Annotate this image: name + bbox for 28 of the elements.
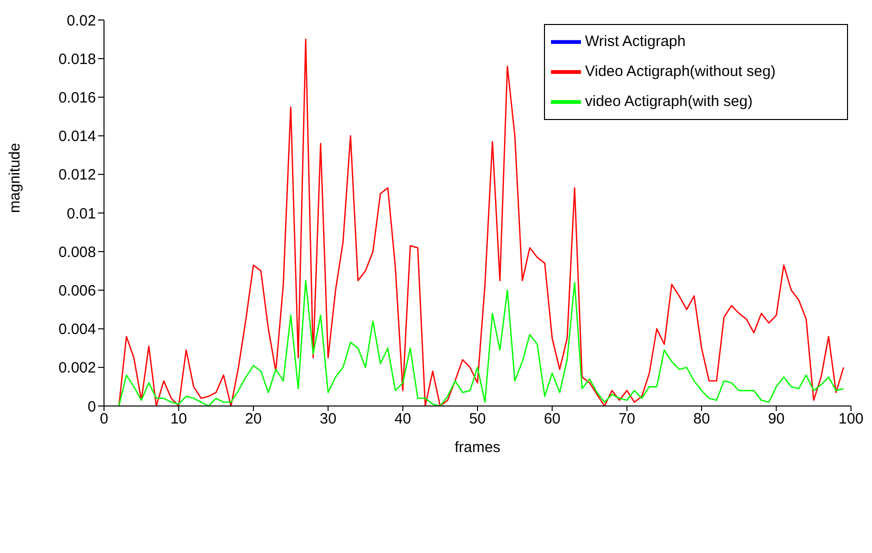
x-tick-label: 0 xyxy=(100,410,108,428)
legend-label: Video Actigraph(without seg) xyxy=(585,62,776,80)
y-tick-label: 0.01 xyxy=(66,205,96,222)
y-axis-title: magnitude xyxy=(6,142,24,213)
x-tick-label: 30 xyxy=(320,410,336,428)
line-series xyxy=(118,280,844,406)
x-tick-label: 100 xyxy=(838,410,864,428)
x-tick-label: 70 xyxy=(618,410,636,428)
y-tick-label: 0.012 xyxy=(58,166,96,184)
x-tick-label: 20 xyxy=(245,410,262,428)
x-tick-label: 80 xyxy=(693,410,710,428)
x-tick-label: 10 xyxy=(170,410,188,428)
x-tick-label: 50 xyxy=(469,410,486,428)
legend-label: video Actigraph(with seg) xyxy=(585,92,753,110)
y-tick-label: 0.002 xyxy=(58,360,96,377)
y-tick-label: 0.006 xyxy=(58,282,96,300)
y-tick-label: 0.004 xyxy=(58,321,96,338)
x-tick-label: 90 xyxy=(768,410,785,428)
y-tick-label: 0.02 xyxy=(66,12,96,30)
x-tick-label: 60 xyxy=(544,410,561,428)
legend-label: Wrist Actigraph xyxy=(585,32,686,50)
x-tick-label: 40 xyxy=(394,410,412,428)
y-tick-label: 0 xyxy=(88,398,96,416)
y-tick-label: 0.014 xyxy=(58,128,96,146)
x-axis-title: frames xyxy=(454,439,500,456)
y-tick-label: 0.016 xyxy=(58,90,96,107)
y-tick-label: 0.018 xyxy=(58,50,96,68)
y-tick-label: 0.008 xyxy=(58,244,96,261)
